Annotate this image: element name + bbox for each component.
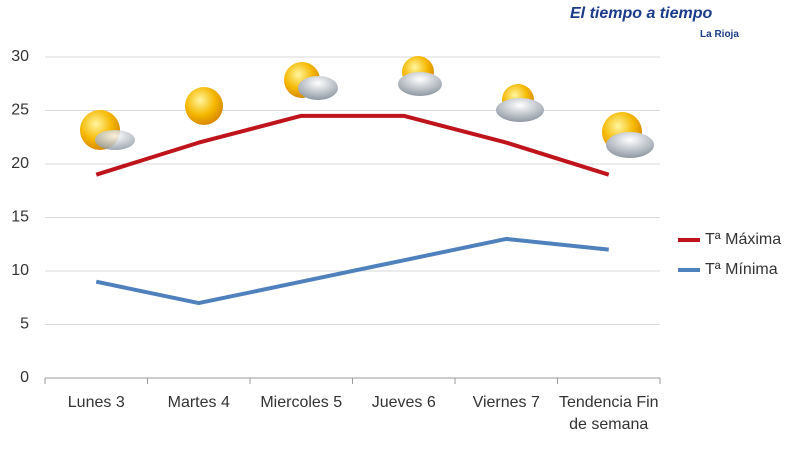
y-tick-label: 10	[11, 262, 29, 279]
y-tick-label: 25	[11, 102, 29, 119]
y-tick-label: 5	[20, 316, 29, 333]
series-line	[95, 113, 610, 177]
legend-label: Tª Mínima	[705, 261, 778, 278]
legend-label: Tª Máxima	[705, 231, 781, 248]
weather-icons	[80, 56, 654, 158]
y-tick-label: 15	[11, 209, 29, 226]
x-tick-label: Tendencia Fin de semana	[558, 394, 659, 433]
x-tick-label: Lunes 3	[67, 394, 125, 411]
logo-region: La Rioja	[700, 29, 739, 40]
logo: El tiempo a tiempo	[570, 5, 713, 22]
x-tick-label: Viernes 7	[472, 394, 540, 411]
x-tick-label: Miercoles 5	[260, 394, 343, 411]
y-tick-label: 20	[11, 155, 29, 172]
x-tick-label: Jueves 6	[371, 394, 436, 411]
y-tick-label: 30	[11, 48, 29, 65]
series-line	[95, 236, 609, 306]
x-tick-label: Martes 4	[167, 394, 230, 411]
y-tick-label: 0	[20, 369, 29, 386]
